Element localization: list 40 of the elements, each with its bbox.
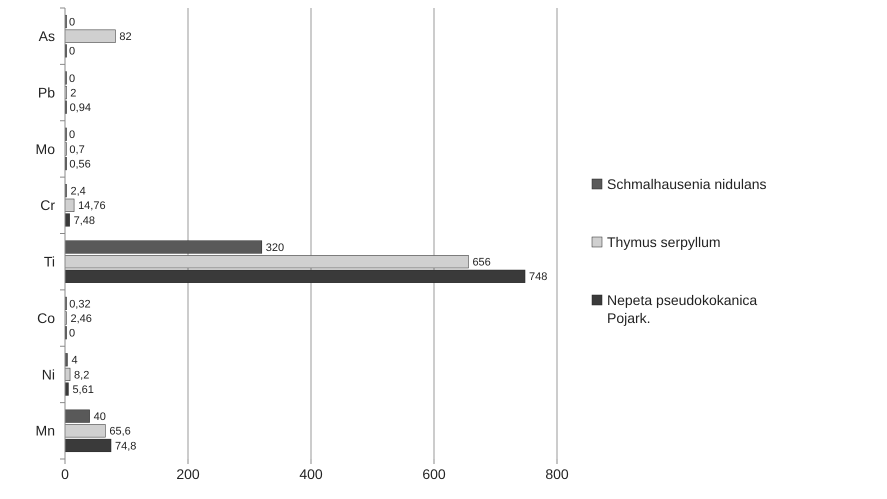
data-label: 0,7 bbox=[69, 144, 85, 156]
data-label: 0 bbox=[69, 16, 76, 28]
data-label: 82 bbox=[119, 31, 132, 44]
data-label: 65,6 bbox=[109, 426, 131, 438]
legend-label: Schmalhausenia nidulans bbox=[607, 176, 767, 192]
data-label: 4 bbox=[71, 354, 78, 367]
x-tick-label: 800 bbox=[545, 466, 569, 482]
y-tick-label: Co bbox=[37, 310, 56, 326]
data-label: 0,94 bbox=[70, 102, 91, 114]
data-label: 7,48 bbox=[74, 214, 96, 227]
data-label: 5,61 bbox=[72, 384, 94, 396]
y-tick-label: Ti bbox=[44, 254, 55, 270]
legend-label: Thymus serpyllum bbox=[607, 234, 721, 250]
y-tick-label: As bbox=[38, 28, 55, 44]
data-label: 0 bbox=[69, 72, 76, 85]
data-label: 0 bbox=[69, 46, 76, 58]
data-label: 748 bbox=[529, 271, 548, 284]
data-label: 2 bbox=[70, 87, 76, 100]
data-label: 40 bbox=[94, 411, 106, 424]
x-tick-label: 400 bbox=[299, 466, 323, 482]
x-tick-label: 200 bbox=[176, 466, 200, 482]
y-tick-label: Cr bbox=[40, 197, 56, 214]
y-tick-label: Ni bbox=[42, 366, 55, 382]
data-label: 0 bbox=[69, 129, 76, 142]
data-label: 0,56 bbox=[69, 158, 91, 170]
data-label: 8,2 bbox=[74, 369, 90, 382]
data-label: 0,32 bbox=[69, 298, 91, 310]
x-tick-label: 0 bbox=[61, 466, 70, 482]
y-tick-label: Pb bbox=[38, 84, 56, 100]
data-label: 74,8 bbox=[115, 440, 136, 452]
data-label: 2,46 bbox=[70, 312, 92, 325]
data-label: 14,76 bbox=[78, 200, 106, 212]
data-label: 656 bbox=[472, 256, 491, 269]
x-tick-label: 600 bbox=[422, 466, 446, 482]
data-label: 2,4 bbox=[70, 186, 86, 198]
y-tick-label: Mo bbox=[36, 140, 56, 157]
data-label: 320 bbox=[266, 242, 284, 254]
legend-label: Nepeta pseudokokanica Pojark. bbox=[607, 292, 758, 326]
y-tick-label: Mn bbox=[36, 422, 55, 439]
data-label: 0 bbox=[69, 328, 76, 340]
